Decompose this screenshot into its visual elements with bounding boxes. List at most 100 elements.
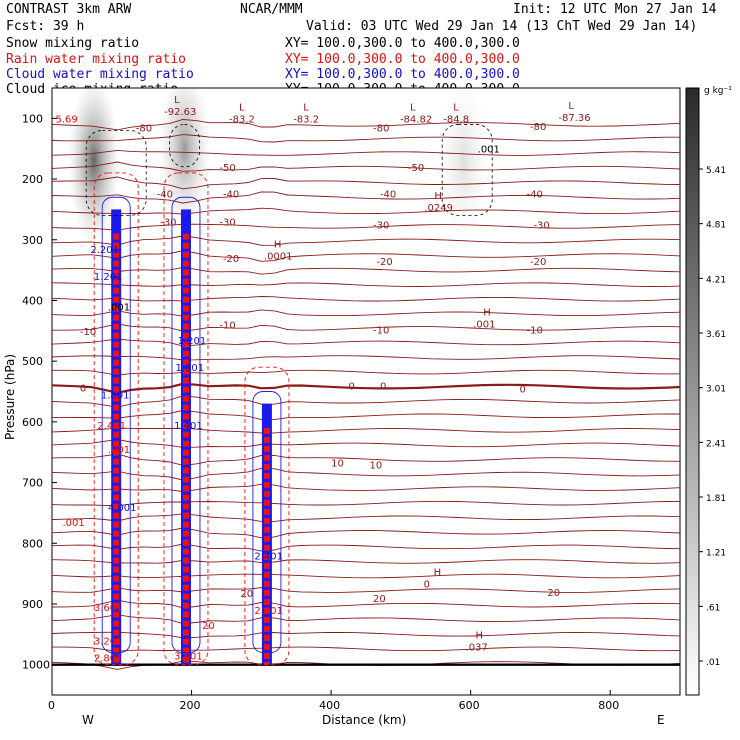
mixing-ratio-label-11: .001 [62, 518, 84, 529]
mixing-ratio-label-17: 2.801 [94, 653, 123, 664]
x-tick-label-4: 800 [598, 699, 619, 712]
field-xy-rain: XY= 100.0,300.0 to 400.0,300.0 [285, 52, 520, 67]
extremum-marker-2: L [303, 102, 309, 113]
isotherm-line-2 [52, 149, 680, 156]
y-tick-label-6: 700 [22, 477, 43, 490]
cloud-water-contour-2 [252, 391, 282, 653]
mixing-ratio-label-14: 2.001 [254, 606, 283, 617]
isotherm-line-28 [52, 527, 680, 539]
isotherm-line-12 [52, 296, 680, 302]
isotherm-line-13 [52, 309, 680, 317]
y-tick-label-8: 900 [22, 598, 43, 611]
mixing-ratio-label-10: .001 [108, 445, 130, 456]
extremum-marker-10: H [476, 630, 484, 641]
extremum-value-9: 0 [424, 579, 430, 590]
isotherm-line-18 [52, 382, 680, 394]
temperature-label-4: -50 [408, 163, 424, 174]
mixing-ratio-label-3: 1.201 [94, 272, 123, 283]
isotherm-line-6 [52, 207, 680, 215]
isotherm-line-11 [52, 282, 680, 287]
extremum-value-8: .001 [473, 320, 495, 331]
temperature-label-21: 0 [349, 381, 355, 392]
y-tick-label-7: 800 [22, 537, 43, 550]
colorbar-label-6: 1.81 [706, 494, 726, 504]
y-axis-label: Pressure (hPa) [3, 354, 17, 440]
isotherm-line-33 [52, 599, 680, 609]
temperature-label-26: 20 [240, 589, 253, 600]
temperature-label-13: -20 [223, 254, 239, 265]
mixing-ratio-label-8: 2.401 [97, 421, 126, 432]
extremum-value-2: -83.2 [293, 114, 319, 125]
y-tick-label-1: 200 [22, 173, 43, 186]
mixing-ratio-label-18: 3.801 [174, 652, 203, 663]
mixing-ratio-label-9: 1.401 [174, 421, 203, 432]
temperature-label-16: -10 [80, 327, 96, 338]
colorbar-label-1: 4.81 [706, 221, 726, 231]
x-tick-label-1: 200 [180, 699, 201, 712]
extremum-marker-3: L [410, 102, 416, 113]
isotherm-line-31 [52, 573, 680, 579]
temperature-label-3: -50 [219, 163, 235, 174]
colorbar-label-0: 5.41 [706, 166, 726, 176]
extremum-marker-7: H [274, 240, 282, 251]
temperature-label-2: -80 [530, 122, 546, 133]
label-layer: -80 -80 -80 -50 -50 -40 -40 -40 -40 -30 -30 -30 -30 -… [55, 95, 590, 664]
temperature-label-19: -10 [526, 326, 542, 337]
isotherm-line-24 [52, 467, 680, 481]
mixing-ratio-label-2: 2.201 [90, 245, 119, 256]
mixing-ratio-label-6: 1.801 [176, 363, 205, 374]
extremum-value-10: .037 [466, 642, 488, 653]
field-name-cloud-water: Cloud water mixing ratio [6, 67, 194, 82]
isotherm-line-17 [52, 369, 680, 376]
x-end-label-east: E [657, 713, 665, 727]
x-axis-label: Distance (km) [322, 713, 406, 727]
x-tick-label-3: 600 [459, 699, 480, 712]
plot-layer [52, 88, 680, 670]
mixing-ratio-label-13: 2.401 [254, 551, 283, 562]
temperature-label-12: -30 [533, 221, 549, 232]
temperature-label-8: -40 [526, 190, 542, 201]
colorbar-ramp [685, 87, 700, 696]
cloud-water-contour-1 [171, 196, 201, 653]
extremum-marker-4: L [453, 102, 459, 113]
extremum-marker-8: H [483, 308, 491, 319]
isotherm-line-1 [52, 134, 680, 143]
isotherm-line-23 [52, 453, 680, 466]
mixing-ratio-label-12: 4.001 [108, 503, 137, 514]
isotherm-line-27 [52, 513, 680, 522]
colorbar-label-7: 1.21 [706, 549, 726, 559]
extremum-marker-9: H [434, 567, 442, 578]
y-tick-label-3: 400 [22, 294, 43, 307]
mixing-ratio-label-5: 1.201 [178, 336, 207, 347]
temperature-label-18: -10 [373, 326, 389, 337]
temperature-label-23: 0 [520, 384, 526, 395]
mixing-ratio-label-7: 1.801 [101, 391, 130, 402]
colorbar-labels: 5.41 4.81 4.21 3.61 3.01 2.41 1.81 1.21 .61 .01 [699, 166, 726, 668]
colorbar-label-4: 3.01 [706, 385, 726, 395]
temperature-label-15: -20 [530, 257, 546, 268]
isotherm-line-21 [52, 427, 680, 434]
temperature-label-10: -30 [219, 218, 235, 229]
mixing-ratio-label-4: .001 [108, 303, 130, 314]
extremum-value-4: -84.8 [443, 114, 469, 125]
cloud-ice-contour-1 [169, 124, 200, 168]
colorbar-unit: g kg⁻¹ [704, 86, 732, 96]
isotherm-line-10 [52, 266, 680, 275]
temperature-label-9: -30 [160, 218, 176, 229]
isotherm-line-14 [52, 323, 680, 332]
isotherm-line-34 [52, 614, 680, 624]
colorbar-label-2: 4.21 [706, 275, 726, 285]
y-tick-label-9: 1000 [22, 659, 50, 672]
extremum-value-6: .0249 [424, 203, 453, 214]
x-tick-label-0: 0 [48, 699, 55, 712]
extremum-marker-0: L [174, 95, 180, 106]
temperature-label-20: 0 [80, 383, 86, 394]
y-tick-label-2: 300 [22, 234, 43, 247]
isotherm-line-25 [52, 483, 680, 492]
isotherm-line-22 [52, 438, 680, 448]
isotherm-line-3 [52, 161, 680, 172]
field-xy-snow: XY= 100.0,300.0 to 400.0,300.0 [285, 36, 520, 51]
isotherm-line-15 [52, 338, 680, 347]
mixing-ratio-label-19: 20 [202, 621, 215, 632]
temperature-label-28: 20 [547, 588, 560, 599]
